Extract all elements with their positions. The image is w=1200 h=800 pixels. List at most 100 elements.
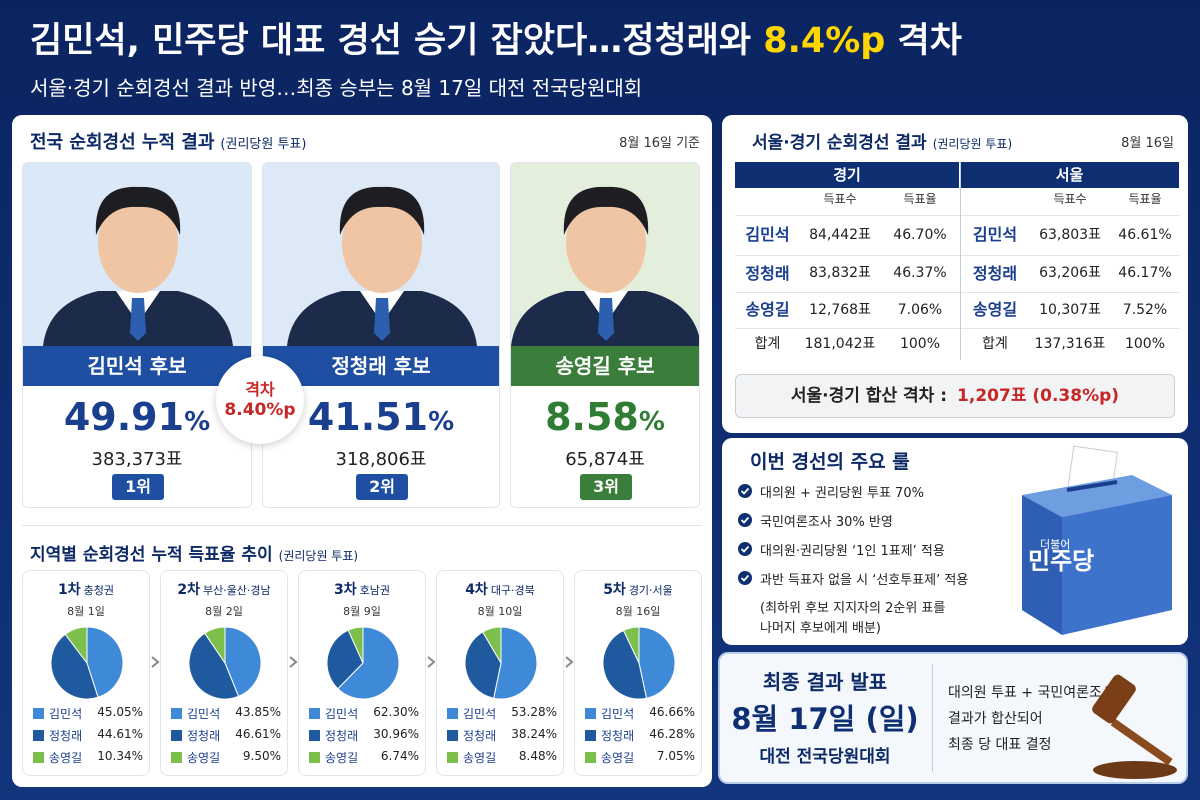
round-date: 8월 1일 — [67, 605, 105, 618]
legend-swatch — [171, 752, 182, 763]
legend-name: 송영길 — [49, 751, 83, 765]
subheader: 득표율 — [903, 192, 937, 206]
rule-item: 대의원·권리당원 ‘1인 1표제’ 적용 — [760, 544, 945, 559]
gavel-handle — [1110, 718, 1173, 766]
arrow-chevron — [565, 656, 574, 668]
legend-value: 45.05% — [97, 705, 143, 719]
round-card: 4차 대구·경북 8월 10일 김민석 53.28% 정청래 38.24% 송영길 8.48% — [436, 570, 564, 776]
photo — [511, 163, 699, 346]
row-name: 정청래 — [745, 264, 790, 283]
check-mark — [740, 516, 750, 524]
pie-slice — [602, 629, 648, 700]
legend-name: 김민석 — [601, 707, 635, 721]
percent: 41.51% — [263, 395, 499, 439]
section-title-note: (권리당원 투표) — [278, 549, 359, 563]
pie-slice — [347, 626, 364, 664]
rule-note: (최하위 후보 지지자의 2순위 표를 — [760, 601, 946, 616]
portrait — [287, 186, 477, 346]
cell: 46.37% — [893, 265, 947, 281]
name-bar: 정청래 후보 — [263, 346, 499, 386]
pie — [326, 626, 400, 700]
cell: 10,307표 — [1039, 302, 1101, 318]
round-number: 2차 — [177, 582, 200, 598]
subtitle: 서울·경기 순회경선 결과 반영…최종 승부는 8월 17일 대전 전국당원대회 — [30, 76, 643, 100]
slot — [1066, 480, 1118, 492]
hair — [95, 186, 181, 235]
legend-name: 정청래 — [325, 729, 359, 743]
col-divider — [960, 162, 961, 360]
legend-name: 송영길 — [463, 751, 497, 765]
rule-note: 나머지 후보에게 배분) — [760, 621, 881, 636]
face — [98, 193, 178, 293]
pie-slice — [326, 629, 364, 690]
group-header: 서울 — [960, 162, 1180, 188]
legend-value: 46.61% — [235, 727, 281, 741]
legend-name: 정청래 — [187, 729, 221, 743]
gap-value: 8.40%p — [224, 400, 296, 420]
percent-value: 41.51 — [307, 395, 429, 439]
legend-value: 43.85% — [235, 705, 281, 719]
legend-swatch — [309, 730, 320, 741]
row-name-right: 정청래 — [972, 264, 1018, 283]
percent-value: 49.91 — [63, 395, 185, 439]
check-icon — [738, 571, 752, 585]
round-card: 2차 부산·울산·경남 8월 2일 김민석 43.85% 정청래 46.61% 송영길 9.50… — [160, 570, 288, 776]
row-name-right: 김민석 — [972, 225, 1018, 244]
tie — [374, 298, 390, 341]
arrow — [151, 656, 160, 668]
cell: 137,316표 — [1034, 336, 1106, 352]
round-number: 4차 — [465, 582, 488, 598]
legend-value: 8.48% — [518, 749, 557, 763]
legend-swatch — [585, 708, 596, 719]
legend-name: 정청래 — [49, 729, 83, 743]
legend-name: 정청래 — [601, 729, 635, 743]
subheader: 득표수 — [1053, 192, 1087, 206]
pie — [464, 626, 538, 700]
photo — [23, 163, 251, 346]
section-title-note: (권리당원 투표) — [220, 137, 307, 152]
candidate-card: 정청래 후보 41.51% 318,806표 2위 — [262, 162, 500, 508]
name-bar: 송영길 후보 — [511, 346, 699, 386]
rule-item: 과반 득표자 없을 시 ‘선호투표제’ 적용 — [760, 573, 969, 588]
box-side — [1062, 495, 1172, 635]
tie — [598, 298, 614, 341]
legend-value: 9.50% — [242, 749, 281, 763]
round-region: 호남권 — [359, 584, 390, 597]
box-front — [1022, 495, 1062, 635]
name-bar: 김민석 후보 — [23, 346, 251, 386]
title-end: 격차 — [885, 21, 962, 61]
arrow — [565, 656, 574, 668]
legend-value: 7.05% — [656, 749, 695, 763]
legend-value: 53.28% — [511, 705, 557, 719]
round-card: 5차 경기·서울 8월 16일 김민석 46.66% 정청래 46.28% 송영길 7.05% — [574, 570, 702, 776]
pie-slice — [622, 626, 640, 664]
legend-swatch — [33, 708, 44, 719]
divider — [22, 525, 702, 526]
legend-name: 송영길 — [325, 751, 359, 765]
final-desc: 대의원 투표 + 국민여론조사 — [948, 685, 1115, 701]
pie-slice — [337, 626, 400, 700]
pie-slice — [224, 626, 262, 698]
section-title-note: (권리당원 투표) — [932, 137, 1013, 151]
round-region: 경기·서울 — [628, 584, 673, 597]
votes: 383,373표 — [91, 449, 183, 470]
gap-label: 격차 — [245, 380, 275, 399]
round-card: 1차 충청권 8월 1일 김민석 45.05% 정청래 44.61% 송영길 10.34% — [22, 570, 150, 776]
legend-swatch — [309, 708, 320, 719]
row-name: 합계 — [754, 336, 781, 352]
rules-title: 이번 경선의 주요 룰 — [750, 451, 910, 473]
check-mark — [740, 545, 750, 553]
section-title: 전국 순회경선 누적 결과 (권리당원 투표) — [30, 128, 306, 154]
face — [342, 193, 422, 293]
portrait — [43, 186, 233, 346]
round-card: 3차 호남권 8월 9일 김민석 62.30% 정청래 30.96% 송영길 6.74% — [298, 570, 426, 776]
percent-unit: % — [638, 407, 665, 437]
arrow-chevron — [289, 656, 298, 668]
percent: 8.58% — [511, 395, 699, 439]
legend-swatch — [447, 752, 458, 763]
ballot-text-small: 더불어 — [1040, 538, 1070, 551]
check-icon — [738, 484, 752, 498]
subheader: 득표율 — [1128, 192, 1162, 206]
